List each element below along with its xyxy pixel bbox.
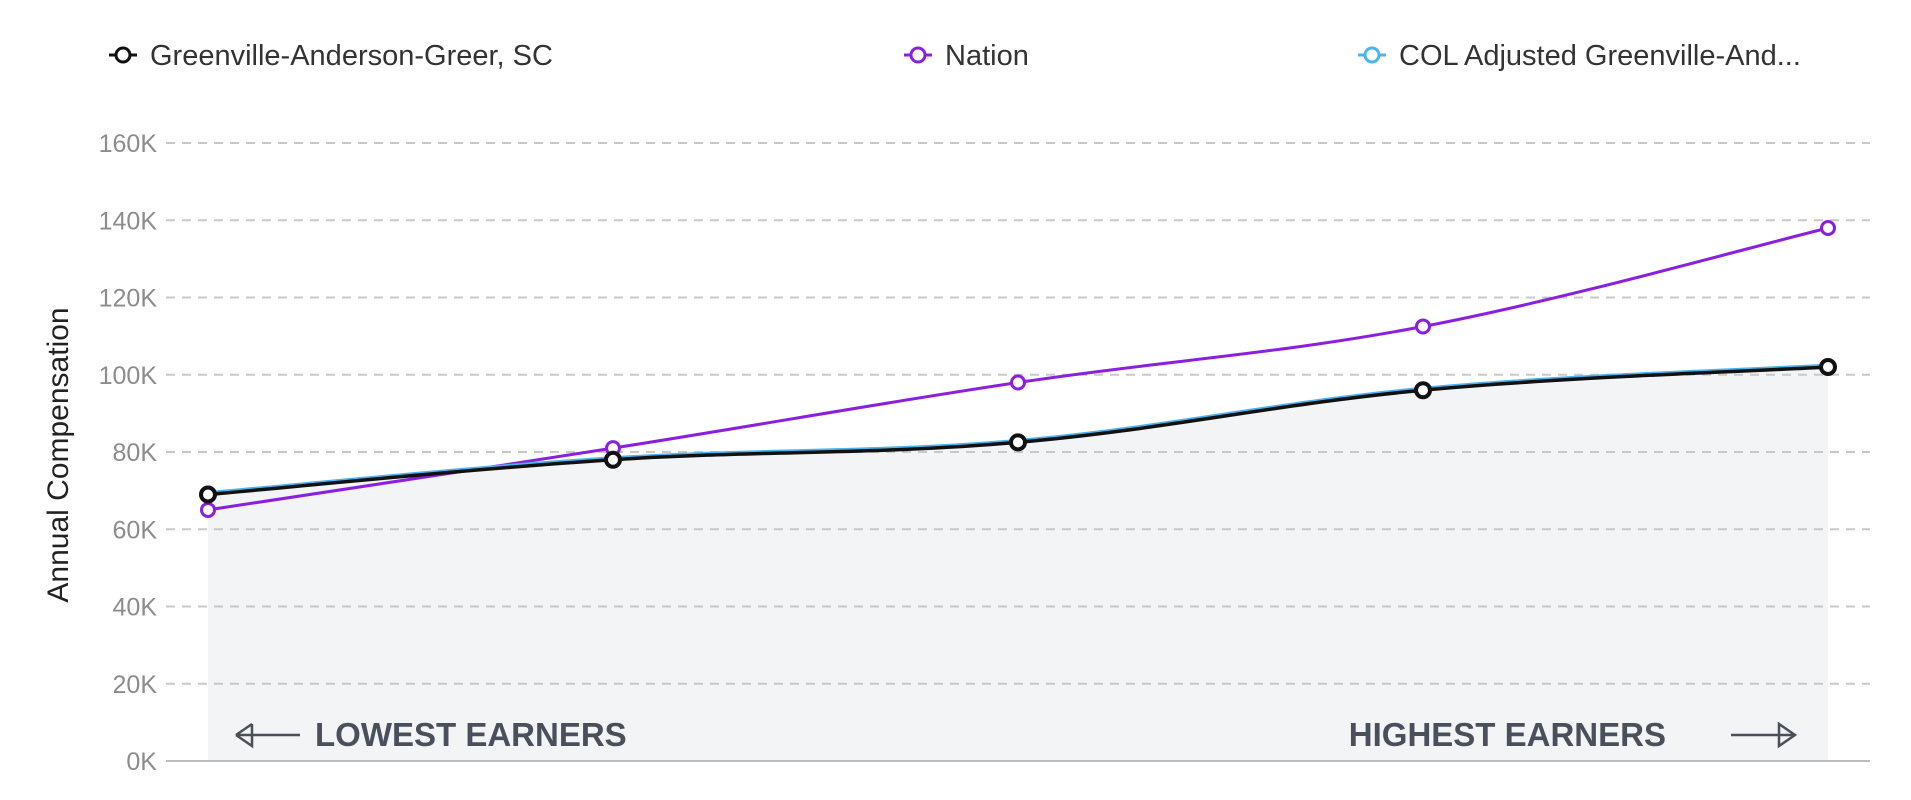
data-point-series-0[interactable] xyxy=(604,450,622,469)
y-tick-label: 140K xyxy=(99,207,158,235)
highest-earners-annotation: HIGHEST EARNERS xyxy=(1349,716,1798,753)
area-layer xyxy=(208,367,1828,761)
y-axis-ticks: 0K 20K 40K 60K 80K 100K 120K 140K 160K xyxy=(99,130,158,776)
y-tick-label: 100K xyxy=(99,362,158,390)
y-tick-label: 160K xyxy=(99,130,158,158)
data-point-series-1[interactable] xyxy=(200,501,216,518)
y-tick-label: 20K xyxy=(113,671,158,699)
data-point-series-1[interactable] xyxy=(1820,219,1836,236)
y-tick-label: 0K xyxy=(126,748,157,776)
series-points xyxy=(199,219,1837,518)
lowest-earners-annotation: LOWEST EARNERS xyxy=(235,716,627,753)
legend-label: Greenville-Anderson-Greer, SC xyxy=(150,40,553,72)
lowest-earners-label: LOWEST EARNERS xyxy=(315,716,627,753)
y-axis-title: Annual Compensation xyxy=(42,307,75,602)
highest-earners-label: HIGHEST EARNERS xyxy=(1349,716,1666,753)
legend-circle-marker xyxy=(1363,46,1381,64)
y-tick-label: 40K xyxy=(113,594,158,622)
legend: Greenville-Anderson-Greer, SC Nation COL A… xyxy=(109,40,1801,72)
right-arrow-icon xyxy=(1731,721,1798,749)
y-tick-label: 120K xyxy=(99,285,158,313)
data-point-series-0[interactable] xyxy=(199,485,217,504)
data-point-series-0[interactable] xyxy=(1009,433,1027,452)
data-point-series-1[interactable] xyxy=(1415,318,1431,335)
data-point-series-0[interactable] xyxy=(1414,381,1432,400)
legend-item-0[interactable]: Greenville-Anderson-Greer, SC xyxy=(109,40,553,72)
y-tick-label: 60K xyxy=(113,516,158,544)
data-point-series-0[interactable] xyxy=(1819,358,1837,377)
y-tick-label: 80K xyxy=(113,439,158,467)
data-point-series-1[interactable] xyxy=(1010,374,1026,391)
legend-item-2[interactable]: COL Adjusted Greenville-And... xyxy=(1358,40,1801,72)
legend-label: Nation xyxy=(945,40,1029,72)
legend-circle-marker xyxy=(909,46,927,64)
legend-label: COL Adjusted Greenville-And... xyxy=(1399,40,1801,72)
legend-circle-marker xyxy=(114,46,132,64)
left-arrow-icon xyxy=(235,722,300,749)
area-fill-series-0 xyxy=(208,367,1828,761)
legend-item-1[interactable]: Nation xyxy=(904,40,1029,72)
